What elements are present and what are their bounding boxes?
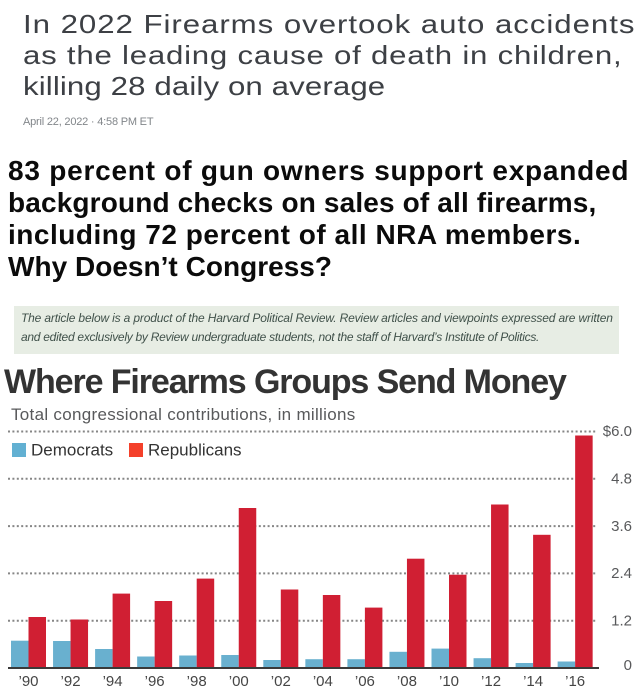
svg-text:0: 0 [624, 657, 632, 674]
svg-text:’10: ’10 [439, 673, 459, 690]
svg-text:’98: ’98 [187, 673, 207, 690]
svg-text:’02: ’02 [271, 673, 291, 690]
svg-text:Democrats: Democrats [31, 441, 113, 460]
svg-text:’14: ’14 [523, 673, 543, 690]
svg-text:’96: ’96 [145, 673, 165, 690]
svg-text:’12: ’12 [481, 673, 501, 690]
svg-text:4.8: 4.8 [611, 471, 632, 488]
svg-text:1.2: 1.2 [611, 612, 632, 629]
svg-text:’04: ’04 [313, 673, 333, 690]
svg-text:Republicans: Republicans [148, 441, 242, 460]
svg-text:$6.0: $6.0 [603, 423, 632, 440]
svg-text:’06: ’06 [355, 673, 375, 690]
svg-text:’08: ’08 [397, 673, 417, 690]
svg-text:’16: ’16 [565, 673, 585, 690]
svg-text:3.6: 3.6 [611, 518, 632, 535]
svg-text:’94: ’94 [103, 673, 123, 690]
svg-text:’90: ’90 [18, 673, 38, 690]
svg-text:2.4: 2.4 [611, 565, 632, 582]
svg-text:’00: ’00 [229, 673, 249, 690]
svg-text:’92: ’92 [61, 673, 81, 690]
